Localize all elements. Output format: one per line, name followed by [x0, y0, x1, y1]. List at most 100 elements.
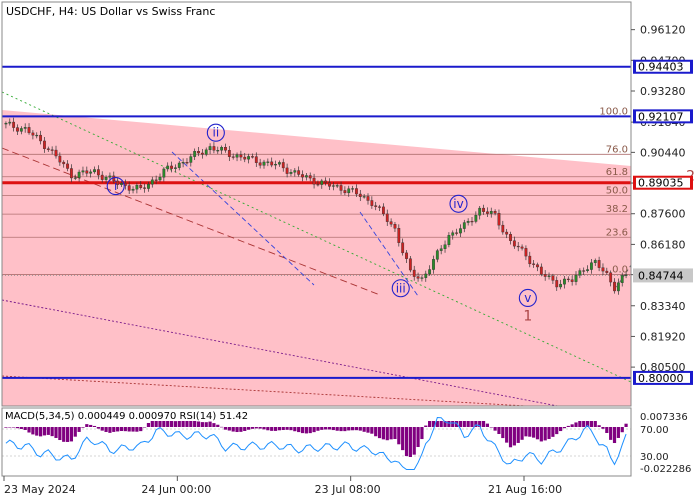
candle-body [324, 180, 328, 183]
candle-body [331, 185, 335, 187]
candle-body [339, 185, 343, 191]
wave-label-circle [206, 123, 225, 142]
macd-bar [597, 425, 601, 427]
macd-bar [127, 427, 131, 432]
macd-bar [447, 421, 451, 427]
y-tick-label: 0.96120 [640, 24, 686, 37]
macd-bar [46, 427, 50, 435]
candle-body [443, 244, 447, 249]
candle-body [301, 174, 304, 178]
macd-bar [366, 427, 370, 433]
macd-bar [374, 427, 378, 437]
macd-bar [131, 427, 135, 432]
candle-body [270, 161, 274, 166]
candle-body [120, 183, 123, 185]
macd-bar [96, 427, 100, 429]
fib-label: 0.0 [612, 264, 628, 275]
macd-bar [551, 427, 555, 437]
candle-body [12, 121, 16, 128]
wave-label-circle [518, 288, 537, 308]
candle-body [590, 262, 593, 270]
candle-body [143, 187, 146, 189]
macd-bar [116, 427, 120, 432]
macd-bar [578, 421, 582, 427]
candle-body [31, 132, 35, 136]
candle-body [328, 182, 331, 187]
macd-bar [308, 427, 312, 434]
macd-bar [327, 427, 332, 430]
trend-line-dashed [2, 147, 381, 296]
candle-body [43, 140, 46, 149]
candle-body [127, 185, 131, 191]
candle-body [77, 171, 81, 178]
current-price-label: 0.84744 [638, 269, 684, 282]
candle-body [297, 170, 301, 175]
candle-body [524, 248, 528, 257]
macd-bar [50, 427, 54, 437]
macd-bar [339, 427, 343, 432]
macd-bar [112, 427, 116, 432]
candle-body [609, 272, 613, 283]
candle-body [19, 128, 23, 132]
candle-body [224, 147, 227, 151]
candle-body [505, 231, 509, 235]
macd-bar [35, 427, 39, 436]
macd-bar [489, 427, 493, 428]
indicator-tick-label: 0.007336 [640, 412, 688, 423]
candle-body [139, 185, 143, 188]
macd-bar [258, 427, 262, 429]
candle-body [370, 200, 374, 206]
candle-body [578, 270, 582, 276]
macd-bar [223, 427, 228, 430]
candle-body [93, 169, 96, 173]
x-tick-label: 24 Jun 00:00 [141, 483, 211, 496]
macd-bar [85, 424, 89, 427]
macd-bar [574, 422, 578, 427]
macd-bar [89, 424, 93, 427]
indicator-label: MACD(5,34,5) 0.000449 0.000970 RSI(14) 5… [5, 411, 248, 422]
macd-bar [204, 422, 208, 427]
fib-label: 100.0 [599, 106, 628, 117]
macd-bar [408, 427, 412, 457]
macd-bar [458, 421, 463, 427]
candle-body [451, 232, 455, 236]
macd-bar [8, 427, 12, 428]
macd-bar [281, 427, 285, 431]
macd-bar [535, 427, 540, 440]
candle-body [605, 270, 609, 273]
candle-body [150, 179, 154, 185]
macd-bar [539, 427, 543, 442]
macd-bar [331, 427, 335, 431]
macd-bar [416, 427, 420, 448]
y-tick-label: 0.83340 [640, 300, 686, 313]
candle-body [559, 283, 562, 288]
candle-body [512, 240, 516, 247]
macd-bar [532, 427, 536, 438]
macd-bar [270, 427, 274, 431]
macd-bar [12, 427, 16, 428]
candle-body [574, 274, 578, 282]
fib-label: 23.6 [606, 227, 628, 238]
indicator-panel [2, 408, 631, 476]
macd-bar [320, 427, 324, 430]
candle-body [135, 185, 139, 190]
candle-body [536, 264, 539, 268]
macd-bar [177, 421, 181, 427]
macd-bar [347, 427, 351, 431]
y-tick-label: 0.87600 [640, 208, 686, 221]
macd-bar [300, 427, 305, 434]
candle-body [16, 127, 19, 132]
chart-title: USDCHF, H4: US Dollar vs Swiss Franc [6, 5, 215, 18]
macd-bar [439, 421, 443, 427]
candle-body [281, 162, 285, 169]
candle-body [355, 188, 358, 195]
candle-body [424, 273, 428, 278]
macd-bar [435, 421, 439, 427]
macd-bar [404, 427, 409, 457]
macd-bar [285, 427, 289, 430]
macd-bar [350, 427, 355, 431]
macd-bar [31, 427, 35, 435]
macd-bar [220, 426, 224, 428]
macd-bar [555, 427, 559, 435]
candle-body [185, 162, 189, 164]
